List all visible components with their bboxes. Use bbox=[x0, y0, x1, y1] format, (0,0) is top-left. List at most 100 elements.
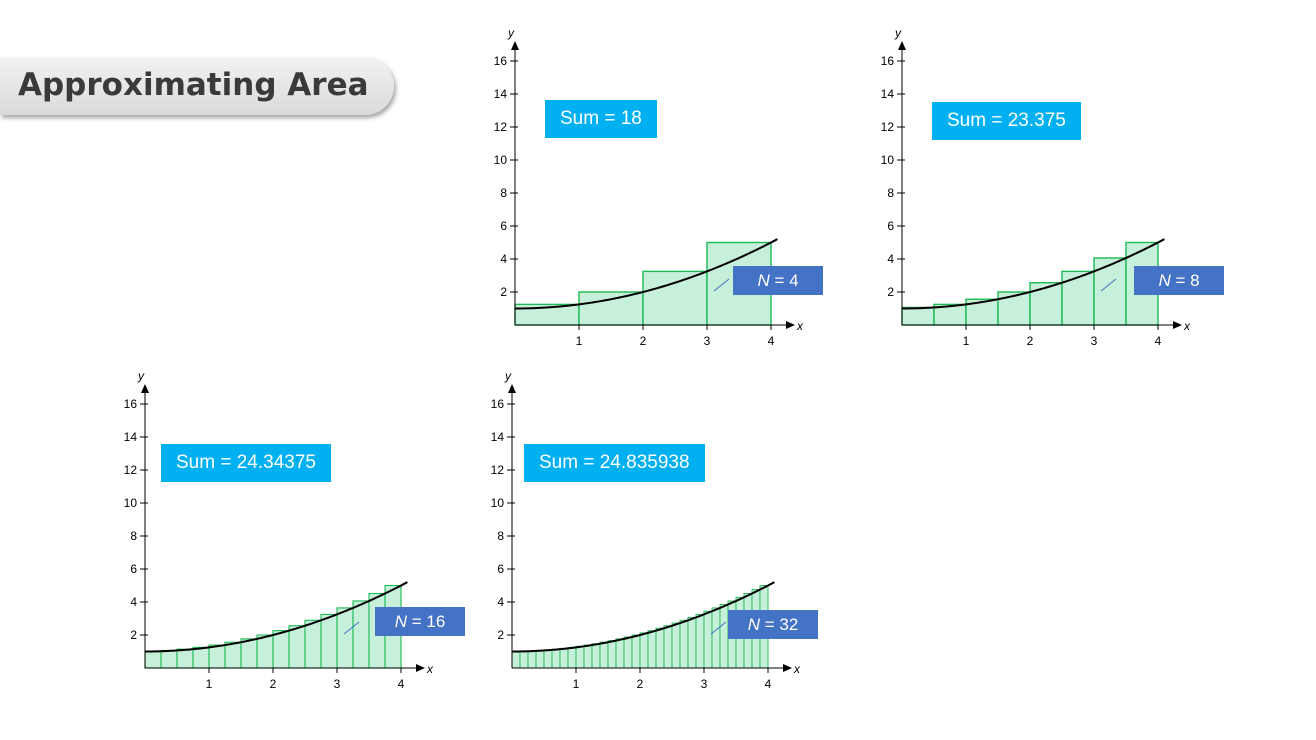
y-tick-label: 12 bbox=[491, 463, 505, 477]
bar bbox=[719, 604, 729, 669]
bar bbox=[703, 610, 713, 669]
y-tick-label: 6 bbox=[497, 562, 504, 576]
n-label-leader bbox=[710, 621, 727, 635]
y-tick-label: 6 bbox=[887, 219, 894, 233]
y-axis-label: y bbox=[507, 26, 515, 40]
curve bbox=[512, 581, 775, 653]
bar bbox=[304, 619, 322, 669]
sum-label-box: Sum = 24.835938 bbox=[524, 444, 705, 482]
bar bbox=[599, 641, 609, 669]
x-tick-label: 1 bbox=[573, 677, 580, 691]
n-variable: N bbox=[747, 615, 760, 634]
curve bbox=[902, 238, 1165, 310]
y-tick-label: 12 bbox=[124, 463, 138, 477]
x-tick-label: 1 bbox=[206, 677, 213, 691]
bar bbox=[607, 640, 617, 669]
n-label-leader bbox=[343, 621, 360, 635]
bar bbox=[551, 648, 561, 669]
n-label-leader bbox=[713, 278, 730, 292]
bar bbox=[224, 641, 242, 669]
bar bbox=[1061, 270, 1095, 326]
y-tick-label: 16 bbox=[881, 54, 895, 68]
x-tick-label: 3 bbox=[701, 677, 708, 691]
n-value: = 4 bbox=[774, 271, 799, 290]
x-tick-label: 2 bbox=[1027, 334, 1034, 348]
bar bbox=[997, 291, 1031, 326]
bar bbox=[240, 638, 258, 669]
x-axis-label: x bbox=[1183, 319, 1191, 333]
bar bbox=[578, 291, 644, 326]
bar bbox=[559, 647, 569, 669]
x-tick-label: 1 bbox=[576, 334, 583, 348]
y-tick-label: 8 bbox=[130, 529, 137, 543]
bar bbox=[639, 632, 649, 669]
bar bbox=[288, 625, 306, 669]
y-tick-label: 14 bbox=[491, 430, 505, 444]
y-axis-arrow bbox=[898, 41, 906, 50]
x-axis-label: x bbox=[793, 662, 801, 676]
y-tick-label: 12 bbox=[494, 120, 508, 134]
bar bbox=[527, 650, 537, 669]
bar bbox=[901, 306, 935, 326]
bar bbox=[711, 607, 721, 669]
bar bbox=[320, 613, 338, 669]
bar bbox=[655, 627, 665, 669]
bar bbox=[583, 644, 593, 669]
n-label-box: N = 4 bbox=[733, 266, 823, 295]
sum-label-box: Sum = 24.34375 bbox=[161, 444, 331, 482]
x-axis-arrow bbox=[783, 664, 792, 672]
y-tick-label: 4 bbox=[500, 252, 507, 266]
chart-n8: x y 1 2 3 4 2 4 6 8 10 12 14 16 Sum = 23.375 N = 8 bbox=[881, 26, 1224, 353]
bar bbox=[272, 630, 290, 669]
curve bbox=[145, 581, 408, 653]
y-tick-label: 10 bbox=[881, 153, 895, 167]
bar bbox=[591, 643, 601, 669]
x-tick-label: 2 bbox=[637, 677, 644, 691]
chart-n4: x y 1 2 3 4 2 4 6 8 10 12 14 16 Sum = 18 N = 4 bbox=[494, 26, 823, 353]
x-axis-label: x bbox=[796, 319, 804, 333]
y-tick-label: 2 bbox=[500, 285, 507, 299]
y-tick-label: 8 bbox=[497, 529, 504, 543]
y-tick-label: 10 bbox=[124, 496, 138, 510]
y-tick-label: 14 bbox=[494, 87, 508, 101]
y-axis-label: y bbox=[894, 26, 902, 40]
n-label-box: N = 8 bbox=[1134, 266, 1224, 295]
y-axis-arrow bbox=[508, 384, 516, 393]
y-tick-label: 14 bbox=[124, 430, 138, 444]
bar bbox=[671, 622, 681, 669]
sum-label-box: Sum = 18 bbox=[545, 100, 657, 138]
y-tick-label: 2 bbox=[887, 285, 894, 299]
n-variable: N bbox=[1158, 271, 1171, 290]
sum-label: Sum = 23.375 bbox=[947, 110, 1066, 131]
page-title: Approximating Area bbox=[18, 67, 369, 103]
y-axis-label: y bbox=[137, 369, 145, 383]
bar bbox=[176, 648, 194, 669]
bar bbox=[647, 630, 657, 669]
x-tick-label: 4 bbox=[1155, 334, 1162, 348]
x-tick-label: 4 bbox=[398, 677, 405, 691]
bar bbox=[623, 636, 633, 669]
title-banner: Approximating Area bbox=[0, 57, 394, 115]
bar bbox=[679, 619, 689, 669]
x-tick-label: 2 bbox=[270, 677, 277, 691]
y-tick-label: 6 bbox=[130, 562, 137, 576]
n-value: = 8 bbox=[1175, 271, 1200, 290]
y-tick-label: 16 bbox=[124, 397, 138, 411]
bar bbox=[663, 625, 673, 669]
y-tick-label: 12 bbox=[881, 120, 895, 134]
chart-n32: x y 1 2 3 4 2 4 6 8 10 12 14 16 Sum = 24.835938 N = 3… bbox=[491, 369, 818, 696]
x-axis-arrow bbox=[786, 321, 795, 329]
sum-label-box: Sum = 23.375 bbox=[932, 102, 1081, 140]
x-axis-arrow bbox=[416, 664, 425, 672]
y-tick-label: 2 bbox=[497, 628, 504, 642]
bar bbox=[519, 650, 529, 669]
bar bbox=[1093, 257, 1127, 326]
y-axis-arrow bbox=[141, 384, 149, 393]
n-label-box: N = 16 bbox=[375, 607, 465, 636]
n-variable: N bbox=[757, 271, 770, 290]
n-value: = 32 bbox=[764, 615, 799, 634]
y-tick-label: 10 bbox=[491, 496, 505, 510]
